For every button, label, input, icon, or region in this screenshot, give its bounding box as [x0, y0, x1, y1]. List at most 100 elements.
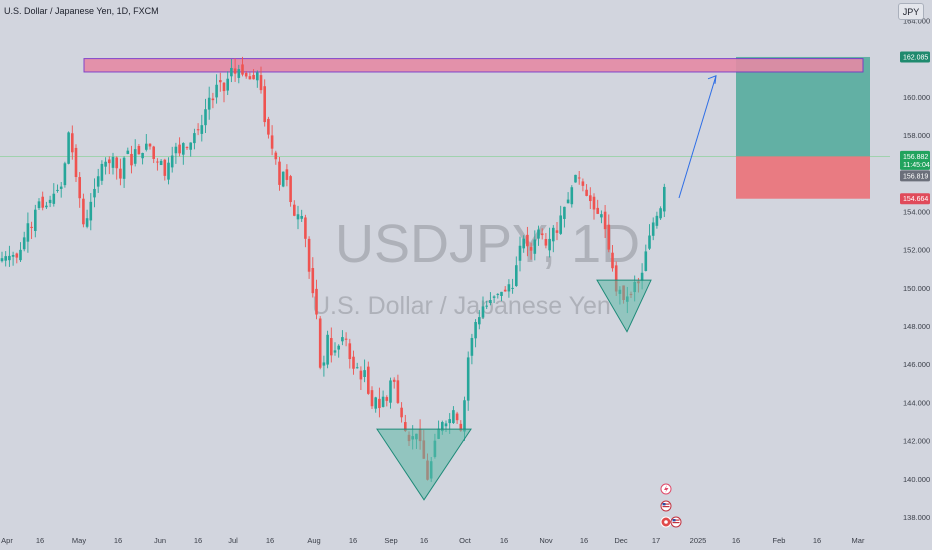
- candle-body: [592, 196, 596, 210]
- candle-body: [89, 201, 93, 221]
- candle-body: [4, 256, 7, 261]
- candle-body: [285, 169, 289, 180]
- event-icons[interactable]: [660, 483, 682, 528]
- time-tick-10: Sep: [384, 536, 397, 545]
- pattern-triangle-left: [376, 428, 472, 501]
- candle-body: [41, 196, 44, 208]
- candle-body: [85, 218, 89, 227]
- candle-body: [233, 68, 237, 74]
- drawing-zones: [83, 56, 870, 199]
- time-tick-0: Apr: [1, 536, 13, 545]
- candle-body: [466, 357, 470, 401]
- candle-body: [607, 224, 611, 250]
- currency-button[interactable]: JPY: [898, 3, 924, 20]
- us-flag-icon[interactable]: [670, 516, 682, 528]
- candle-body: [333, 350, 337, 353]
- candle-body: [300, 215, 303, 219]
- candle-body: [267, 118, 270, 135]
- candle-body: [67, 132, 70, 164]
- candle-body: [370, 390, 374, 407]
- candle-body: [96, 176, 100, 187]
- candle-body: [367, 366, 370, 394]
- candle-body: [219, 80, 222, 83]
- candle-body: [337, 345, 340, 350]
- price-tick-8: 154.000: [903, 207, 930, 216]
- time-tick-11: 16: [420, 536, 428, 545]
- candle-body: [515, 265, 518, 286]
- event-icon[interactable]: [660, 516, 672, 528]
- time-tick-17: 17: [652, 536, 660, 545]
- candle-body: [381, 396, 385, 407]
- candle-body: [182, 143, 185, 155]
- candle-body: [459, 423, 463, 431]
- candle-body: [189, 142, 192, 150]
- time-tick-15: 16: [580, 536, 588, 545]
- candle-body: [281, 171, 285, 187]
- candle-body: [82, 198, 85, 225]
- candle-body: [518, 245, 522, 261]
- candle-body: [481, 306, 485, 318]
- candle-body: [237, 69, 241, 78]
- candle-body: [256, 72, 259, 81]
- candle-body: [341, 337, 344, 342]
- candle-body: [648, 235, 651, 249]
- candle-body: [392, 379, 396, 382]
- candle-body: [71, 133, 74, 153]
- candle-body: [241, 64, 244, 75]
- price-tick-11: 160.000: [903, 93, 930, 102]
- candle-body: [8, 255, 11, 261]
- candle-body: [544, 238, 548, 246]
- pattern-triangle-right: [596, 279, 652, 333]
- price-tick-3: 144.000: [903, 398, 930, 407]
- time-tick-8: Aug: [307, 536, 320, 545]
- time-tick-3: 16: [114, 536, 122, 545]
- time-tick-4: Jun: [154, 536, 166, 545]
- candle-body: [174, 146, 178, 154]
- drawings-layer: [376, 75, 717, 501]
- candle-body: [603, 211, 607, 230]
- candle-body: [640, 272, 644, 281]
- candle-body: [252, 74, 255, 80]
- candle-body: [48, 199, 52, 204]
- candle-body: [374, 397, 377, 409]
- time-tick-1: 16: [36, 536, 44, 545]
- candle-body: [74, 147, 78, 178]
- projection-arrow: [678, 75, 717, 199]
- candle-body: [507, 284, 511, 292]
- price-tick-2: 142.000: [903, 437, 930, 446]
- candle-body: [311, 268, 315, 294]
- candle-body: [244, 72, 248, 77]
- gray-price-badge-bg: [900, 170, 930, 182]
- candle-body: [178, 144, 181, 154]
- candle-body: [19, 249, 22, 261]
- candle-body: [119, 168, 122, 179]
- candle-body: [574, 174, 577, 183]
- candle-body: [248, 76, 252, 80]
- time-axis[interactable]: Apr 16 May 16 Jun 16 Jul 16 Aug 16 Sep 16 Oct 16 Nov 16…: [1, 536, 865, 545]
- candle-body: [196, 129, 200, 131]
- price-axis-bg: [892, 0, 932, 550]
- candle-body: [274, 152, 278, 160]
- candle-body: [259, 75, 263, 91]
- candle-body: [307, 238, 311, 272]
- candles-layer: [0, 56, 666, 482]
- candle-body: [270, 135, 274, 149]
- candle-body: [222, 82, 226, 92]
- lightning-icon[interactable]: [660, 483, 672, 495]
- candle-body: [559, 215, 562, 234]
- candle-body: [126, 150, 130, 154]
- candle-body: [659, 208, 662, 219]
- candle-body: [296, 214, 300, 220]
- time-tick-22: Mar: [852, 536, 865, 545]
- price-axis[interactable]: 138.000 140.000 142.000 144.000 146.000 148.0…: [892, 0, 932, 550]
- candle-body: [204, 109, 207, 126]
- us-flag-icon[interactable]: [660, 500, 672, 512]
- candle-body: [496, 293, 500, 295]
- candle-body: [555, 230, 559, 233]
- resistance-zone: [83, 58, 864, 73]
- countdown-text: 11:45:04: [903, 162, 930, 169]
- price-tick-4: 146.000: [903, 360, 930, 369]
- candle-body: [78, 177, 81, 199]
- time-tick-21: 16: [813, 536, 821, 545]
